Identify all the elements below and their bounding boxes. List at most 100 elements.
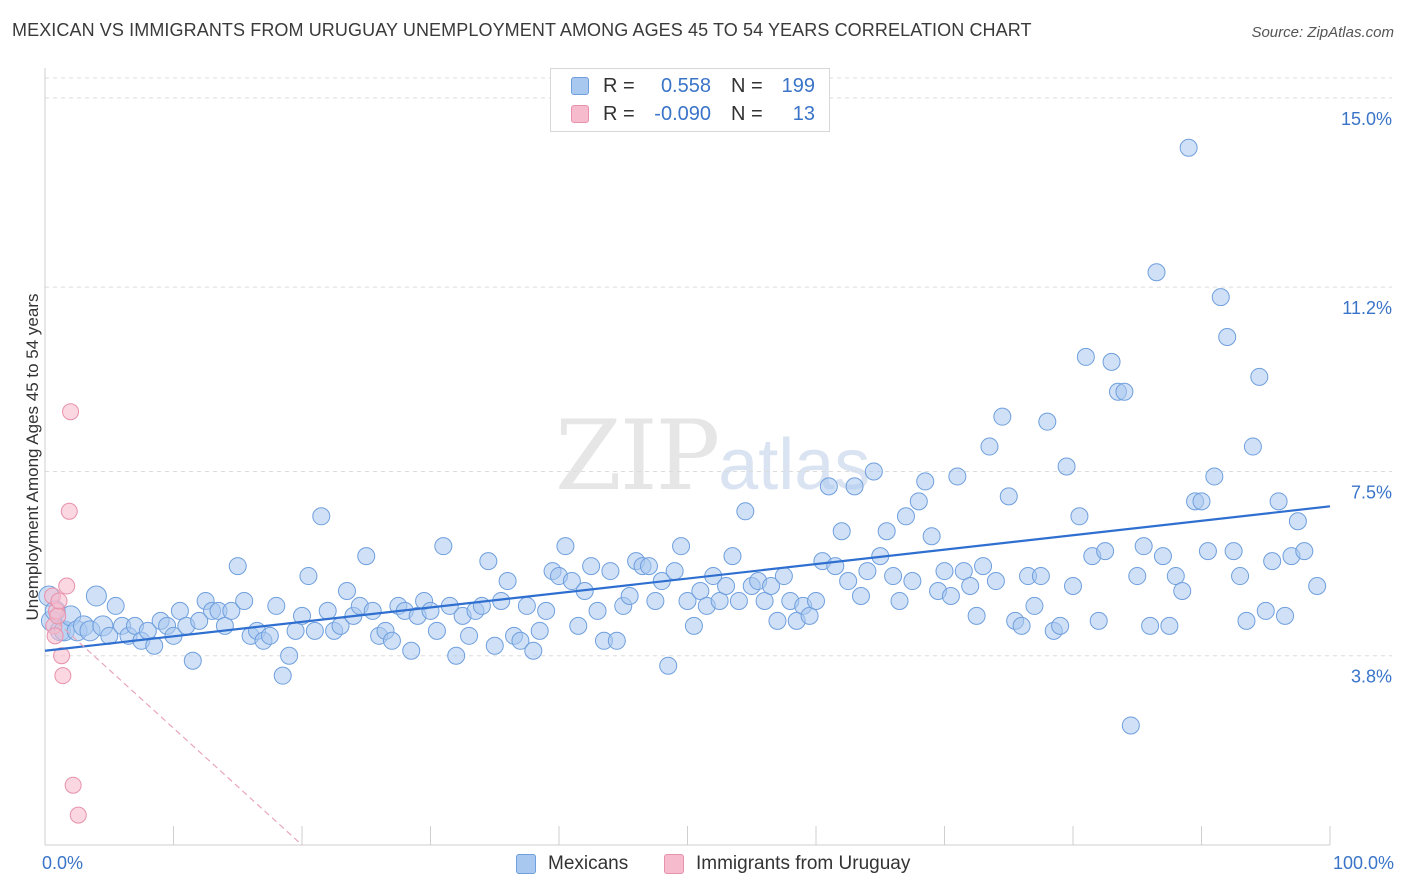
point-mexicans — [145, 636, 164, 655]
point-mexicans — [1166, 567, 1185, 586]
point-mexicans — [1051, 616, 1070, 635]
legend-r-label: R = — [603, 74, 635, 97]
point-mexicans — [1237, 611, 1256, 630]
y-tick-label: 7.5% — [1351, 482, 1392, 502]
point-uruguay — [64, 776, 82, 794]
point-mexicans — [421, 601, 440, 620]
point-uruguay — [53, 647, 71, 665]
point-mexicans — [736, 502, 755, 521]
point-uruguay — [69, 806, 87, 824]
point-mexicans — [1121, 716, 1140, 735]
tick-labels: 3.8% 7.5% 11.2% 15.0% 0.0% 100.0% — [42, 109, 1394, 873]
point-mexicans — [569, 616, 588, 635]
point-mexicans — [427, 621, 446, 640]
point-mexicans — [1064, 577, 1082, 596]
point-mexicans — [1243, 437, 1262, 456]
legend-r-value: -0.090 — [654, 102, 711, 125]
point-mexicans — [530, 621, 549, 640]
series-mexicans-points — [38, 138, 1327, 735]
point-mexicans — [922, 527, 941, 546]
point-mexicans — [1250, 367, 1269, 386]
bottom-legend-swatch-blue — [516, 854, 536, 874]
axes — [44, 68, 1331, 846]
point-mexicans — [755, 591, 774, 610]
point-mexicans — [434, 537, 453, 556]
point-mexicans — [678, 591, 697, 610]
point-mexicans — [267, 596, 286, 615]
point-mexicans — [170, 601, 189, 620]
point-mexicans — [684, 616, 703, 635]
legend-r-value: 0.558 — [660, 74, 711, 97]
source-label: Source: ZipAtlas.com — [1251, 24, 1394, 41]
point-uruguay — [62, 403, 80, 421]
point-mexicans — [993, 407, 1012, 426]
point-mexicans — [1295, 542, 1314, 561]
point-mexicans — [1038, 412, 1057, 431]
point-mexicans — [286, 621, 305, 640]
trend-line-mexicans — [44, 505, 1331, 652]
point-mexicans — [941, 586, 960, 605]
point-mexicans — [672, 537, 691, 556]
point-mexicans — [1128, 567, 1147, 586]
legend-row-mexicans: R = 0.558 N = 199 — [571, 73, 815, 99]
bottom-legend-label: Mexicans — [548, 853, 629, 874]
point-mexicans — [986, 572, 1005, 591]
point-mexicans — [845, 477, 864, 496]
point-mexicans — [980, 437, 999, 456]
point-uruguay — [46, 627, 64, 645]
point-mexicans — [479, 552, 498, 571]
point-mexicans — [826, 557, 845, 576]
point-mexicans — [1179, 138, 1198, 157]
point-mexicans — [858, 562, 877, 581]
point-mexicans — [916, 472, 935, 491]
point-uruguay — [50, 592, 68, 610]
point-mexicans — [318, 601, 337, 620]
legend-n-label: N = — [731, 102, 763, 125]
point-mexicans — [280, 646, 299, 665]
point-mexicans — [877, 522, 896, 541]
point-mexicans — [723, 547, 742, 566]
point-mexicans — [832, 522, 851, 541]
point-mexicans — [582, 557, 601, 576]
point-uruguay — [58, 577, 76, 595]
point-mexicans — [607, 631, 626, 650]
point-mexicans — [807, 591, 825, 610]
point-mexicans — [537, 601, 556, 620]
point-mexicans — [903, 572, 922, 591]
point-mexicans — [974, 557, 993, 576]
point-mexicans — [1211, 288, 1230, 307]
point-mexicans — [948, 467, 967, 486]
point-mexicans — [1218, 327, 1237, 346]
point-mexicans — [273, 666, 292, 685]
point-mexicans — [498, 572, 517, 591]
point-mexicans — [183, 651, 202, 670]
point-mexicans — [235, 591, 254, 610]
point-mexicans — [1198, 542, 1217, 561]
legend-swatch-pink — [571, 105, 589, 123]
point-mexicans — [601, 562, 620, 581]
legend-n-label: N = — [731, 74, 763, 97]
watermark-zip: ZIP — [555, 400, 720, 512]
point-mexicans — [363, 601, 382, 620]
point-mexicans — [588, 601, 607, 620]
trend-lines — [44, 505, 1331, 846]
point-mexicans — [710, 591, 729, 610]
point-mexicans — [954, 562, 973, 581]
point-mexicans — [556, 537, 575, 556]
point-mexicans — [1076, 347, 1095, 366]
point-mexicans — [999, 487, 1018, 506]
point-mexicans — [106, 596, 125, 615]
point-mexicans — [1263, 552, 1282, 571]
chart-title: MEXICAN VS IMMIGRANTS FROM URUGUAY UNEMP… — [12, 20, 1032, 40]
point-mexicans — [460, 626, 479, 645]
point-mexicans — [447, 646, 466, 665]
point-mexicans — [1147, 263, 1166, 282]
point-mexicans — [485, 636, 504, 655]
point-mexicans — [659, 656, 678, 675]
point-mexicans — [337, 581, 356, 600]
point-mexicans — [1308, 577, 1327, 596]
point-mexicans — [1115, 382, 1134, 401]
y-tick-label: 3.8% — [1351, 667, 1392, 687]
point-mexicans — [839, 572, 858, 591]
